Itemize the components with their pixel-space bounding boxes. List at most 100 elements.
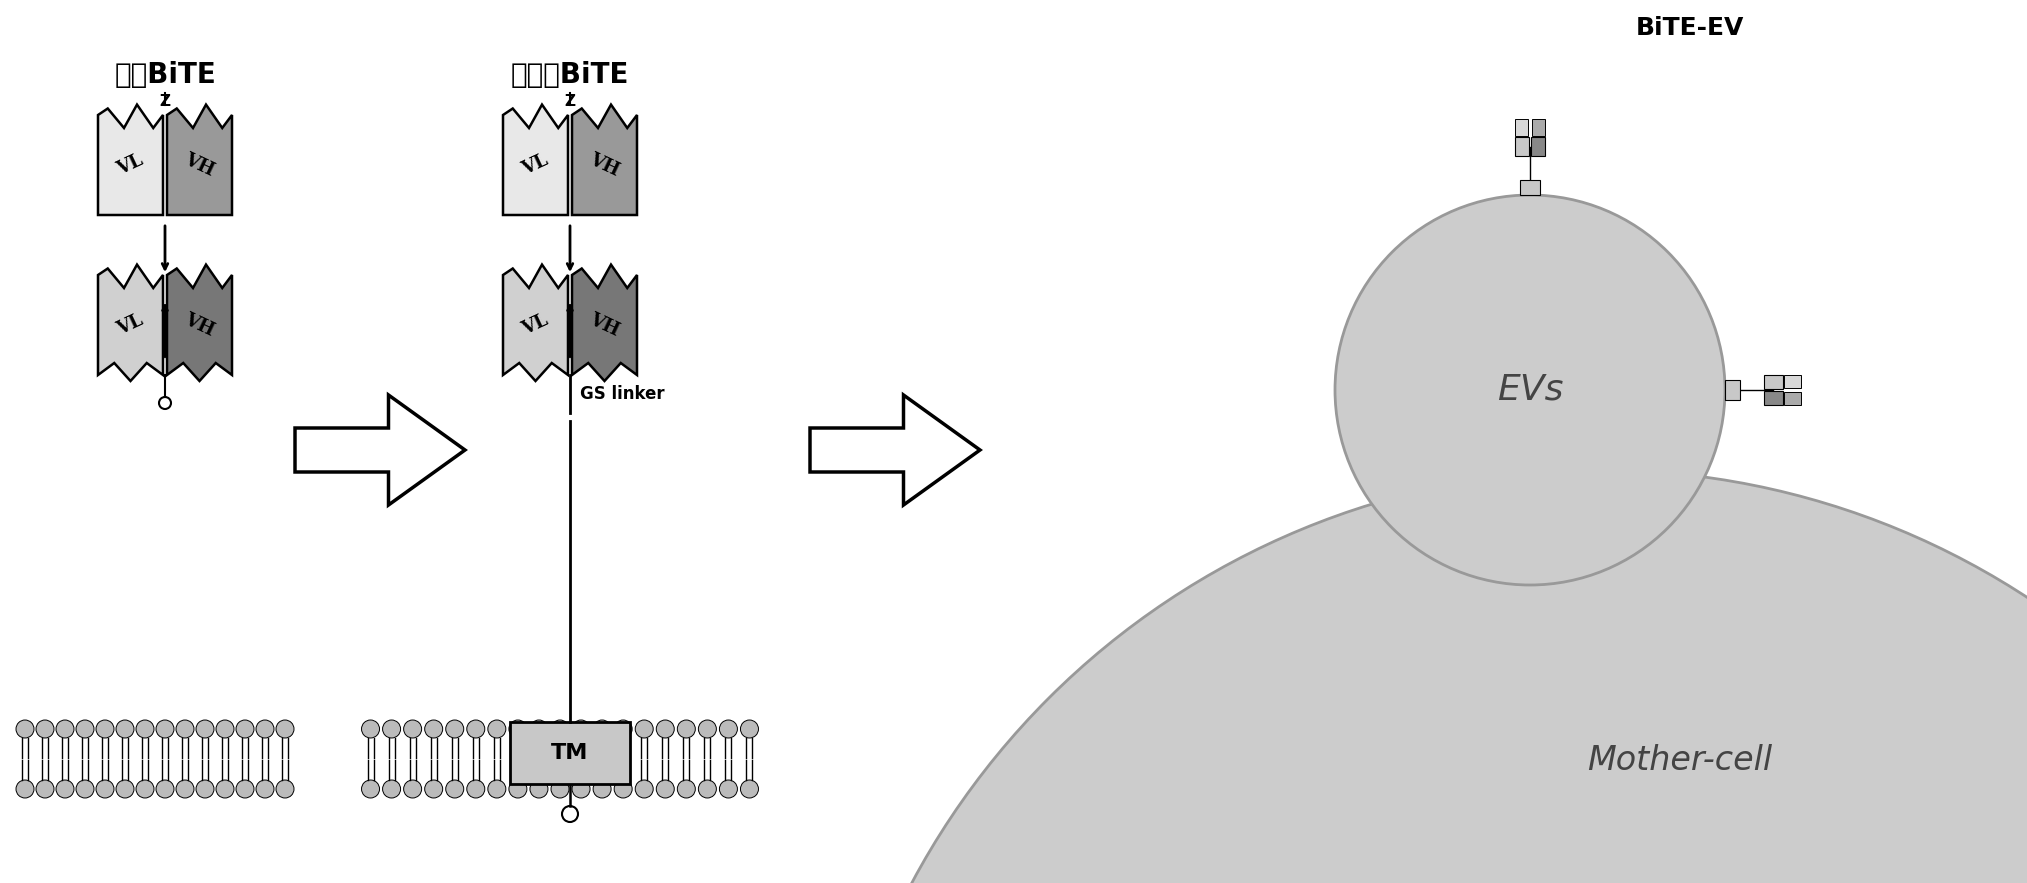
Circle shape	[657, 780, 675, 798]
Circle shape	[235, 720, 253, 738]
Circle shape	[594, 780, 610, 798]
Polygon shape	[1763, 374, 1784, 389]
Circle shape	[383, 720, 401, 738]
Circle shape	[1336, 195, 1725, 585]
Circle shape	[75, 780, 93, 798]
Circle shape	[572, 780, 590, 798]
Circle shape	[466, 720, 484, 738]
Circle shape	[634, 720, 653, 738]
Text: TM: TM	[551, 743, 588, 763]
Circle shape	[446, 780, 464, 798]
Circle shape	[156, 720, 174, 738]
Polygon shape	[296, 395, 464, 505]
Polygon shape	[1520, 179, 1541, 195]
Circle shape	[720, 720, 738, 738]
Circle shape	[403, 780, 422, 798]
Polygon shape	[1725, 380, 1741, 400]
Circle shape	[634, 780, 653, 798]
Text: VH: VH	[586, 310, 622, 340]
Text: VH: VH	[182, 310, 217, 340]
Circle shape	[57, 720, 75, 738]
Polygon shape	[1763, 391, 1784, 405]
Polygon shape	[166, 104, 231, 215]
Circle shape	[677, 720, 695, 738]
Bar	[511, 722, 630, 784]
Circle shape	[217, 720, 233, 738]
Circle shape	[551, 780, 570, 798]
Polygon shape	[166, 265, 231, 381]
Circle shape	[95, 720, 114, 738]
Polygon shape	[1530, 137, 1545, 156]
Polygon shape	[572, 265, 636, 381]
Circle shape	[657, 720, 675, 738]
Polygon shape	[1514, 137, 1528, 156]
Circle shape	[255, 780, 274, 798]
Circle shape	[57, 780, 75, 798]
Circle shape	[529, 780, 547, 798]
Polygon shape	[503, 104, 568, 215]
Circle shape	[551, 720, 570, 738]
Circle shape	[509, 720, 527, 738]
Circle shape	[489, 780, 507, 798]
Circle shape	[489, 720, 507, 738]
Polygon shape	[811, 395, 979, 505]
Circle shape	[116, 780, 134, 798]
Polygon shape	[97, 104, 162, 215]
Text: BiTE-EV: BiTE-EV	[1636, 16, 1743, 40]
Circle shape	[720, 780, 738, 798]
Circle shape	[176, 720, 195, 738]
Circle shape	[614, 780, 632, 798]
Circle shape	[136, 780, 154, 798]
Circle shape	[426, 720, 442, 738]
Circle shape	[403, 720, 422, 738]
Text: VL: VL	[519, 311, 551, 339]
Circle shape	[276, 780, 294, 798]
Circle shape	[176, 780, 195, 798]
Circle shape	[75, 720, 93, 738]
Circle shape	[276, 720, 294, 738]
Circle shape	[361, 780, 379, 798]
Circle shape	[383, 780, 401, 798]
Circle shape	[529, 720, 547, 738]
Circle shape	[36, 780, 55, 798]
Wedge shape	[821, 470, 2027, 883]
Polygon shape	[572, 104, 636, 215]
Text: Z: Z	[160, 94, 170, 109]
Circle shape	[197, 720, 215, 738]
Polygon shape	[503, 265, 568, 381]
Text: GS linker: GS linker	[580, 385, 665, 403]
Circle shape	[217, 780, 233, 798]
Polygon shape	[1784, 375, 1800, 389]
Circle shape	[235, 780, 253, 798]
Circle shape	[156, 780, 174, 798]
Circle shape	[255, 720, 274, 738]
Text: EVs: EVs	[1496, 373, 1563, 407]
Text: VH: VH	[182, 150, 217, 180]
Circle shape	[740, 780, 758, 798]
Circle shape	[197, 780, 215, 798]
Circle shape	[116, 720, 134, 738]
Text: VL: VL	[116, 311, 146, 339]
Circle shape	[16, 780, 34, 798]
Circle shape	[466, 780, 484, 798]
Text: VH: VH	[586, 150, 622, 180]
Circle shape	[16, 720, 34, 738]
Text: Mother-cell: Mother-cell	[1587, 743, 1772, 776]
Text: 传统BiTE: 传统BiTE	[114, 61, 215, 89]
Text: 本申请BiTE: 本申请BiTE	[511, 61, 628, 89]
Circle shape	[36, 720, 55, 738]
Polygon shape	[97, 265, 162, 381]
Circle shape	[446, 720, 464, 738]
Text: VL: VL	[519, 151, 551, 179]
Circle shape	[677, 780, 695, 798]
Circle shape	[699, 780, 716, 798]
Circle shape	[594, 720, 610, 738]
Text: VL: VL	[116, 151, 146, 179]
Polygon shape	[1784, 392, 1800, 404]
Circle shape	[136, 720, 154, 738]
Circle shape	[95, 780, 114, 798]
Circle shape	[572, 720, 590, 738]
Circle shape	[699, 720, 716, 738]
Circle shape	[361, 720, 379, 738]
Circle shape	[614, 720, 632, 738]
